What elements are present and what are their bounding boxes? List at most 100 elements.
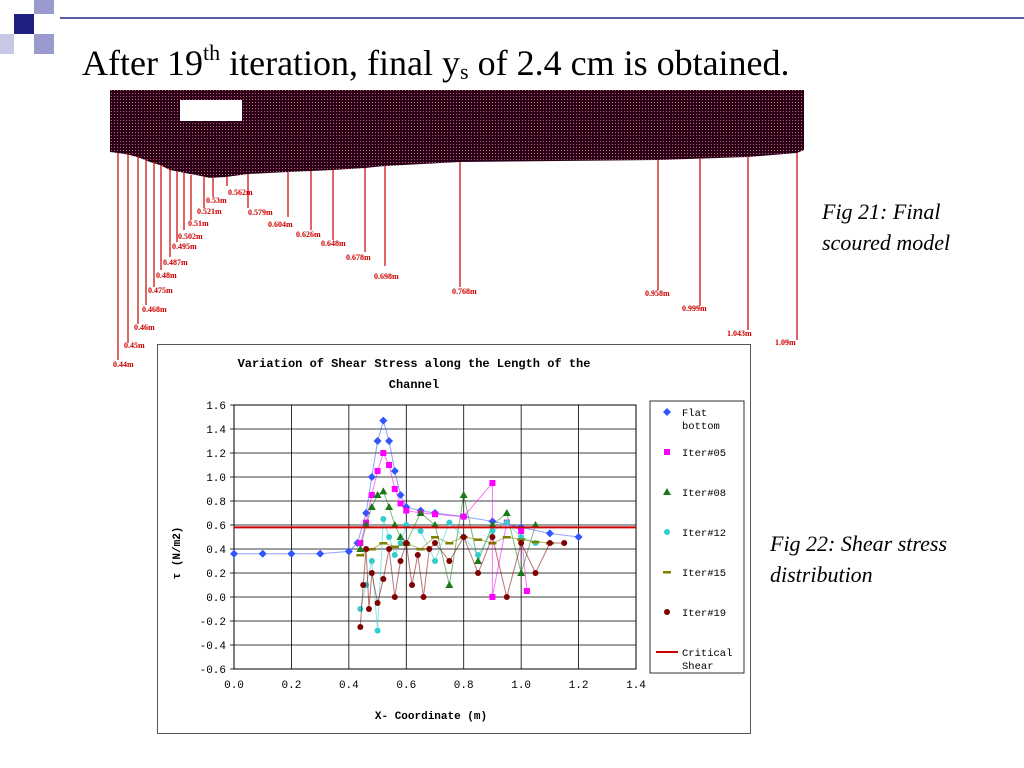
data-point — [374, 468, 381, 474]
data-point — [518, 540, 525, 546]
model-gap — [180, 100, 242, 121]
data-point — [432, 558, 438, 564]
data-point — [517, 569, 526, 576]
fig21-caption: Fig 21: Final scoured model — [822, 196, 950, 258]
data-point — [391, 486, 398, 492]
data-point — [379, 542, 388, 545]
data-point — [431, 521, 439, 528]
data-point — [362, 521, 371, 528]
y-tick-label: 0.4 — [206, 545, 226, 557]
y-tick-label: 0.2 — [206, 569, 226, 581]
data-point — [488, 521, 497, 528]
depth-marker-label: 0.678m — [346, 253, 371, 262]
y-tick-label: 0.0 — [206, 593, 226, 605]
depth-marker-label: 0.999m — [682, 304, 707, 313]
y-tick-label: 1.4 — [206, 425, 226, 437]
data-point — [363, 546, 370, 552]
data-point — [380, 516, 387, 522]
data-point — [360, 582, 367, 588]
data-point — [391, 552, 398, 558]
data-point — [374, 627, 381, 634]
data-point — [502, 536, 511, 539]
depth-marker-label: 0.579m — [248, 208, 273, 217]
data-point — [517, 538, 526, 541]
y-tick-label: -0.4 — [200, 641, 227, 653]
data-point — [518, 528, 525, 534]
header-rule — [60, 17, 1024, 19]
data-point — [357, 606, 364, 612]
legend-label-line2: bottom — [682, 421, 720, 433]
title-part: After 19 — [82, 43, 203, 83]
legend-item: Iter#15 — [663, 568, 726, 580]
x-tick-label: 0.0 — [224, 680, 244, 692]
data-point — [446, 519, 453, 526]
depth-marker-label: 0.698m — [374, 272, 399, 281]
title-subscript: s — [460, 59, 469, 84]
data-point — [386, 462, 393, 468]
plot-series — [230, 416, 636, 634]
data-point — [432, 511, 438, 518]
depth-marker-label: 0.958m — [645, 289, 670, 298]
axis-ticks: 0.0 0.2 0.4 0.6 0.8 1.0 1.2 1.4 1.6 1.4 1.2 1.0 0.8 0… — [200, 401, 647, 692]
data-point — [546, 540, 553, 546]
data-point — [446, 558, 453, 564]
data-point — [374, 600, 381, 606]
series-iter-19 — [357, 534, 568, 630]
data-point — [502, 509, 511, 516]
depth-marker-label: 0.562m — [228, 188, 253, 197]
depth-marker-label: 1.043m — [727, 329, 752, 338]
legend-item: Iter#19 — [664, 608, 726, 620]
caption-line: Fig 22: Shear stress — [770, 531, 948, 556]
data-point — [316, 549, 325, 558]
legend-swatch — [663, 571, 671, 574]
depth-marker-label: 0.44m — [113, 360, 134, 369]
deco-square-light — [34, 34, 54, 54]
depth-marker-label: 0.604m — [268, 220, 293, 229]
chart-canvas: Variation of Shear Stress along the Leng… — [172, 357, 745, 723]
data-point — [417, 528, 424, 534]
x-tick-label: 0.6 — [396, 680, 416, 692]
fig22-caption: Fig 22: Shear stress distribution — [770, 528, 947, 590]
legend-item: Iter#12 — [664, 528, 726, 540]
y-axis-label: τ (N/m2) — [172, 527, 184, 580]
chart-title-line2: Channel — [389, 378, 439, 392]
data-point — [373, 491, 382, 498]
y-tick-label: 1.0 — [206, 473, 226, 485]
data-point — [531, 540, 540, 544]
deco-square-dark — [14, 14, 34, 34]
data-point — [390, 545, 399, 549]
data-point — [403, 507, 410, 514]
data-point — [474, 538, 483, 541]
depth-marker-label: 0.626m — [296, 230, 321, 239]
x-tick-label: 1.2 — [569, 680, 589, 692]
data-point — [503, 594, 510, 600]
data-point — [489, 528, 496, 534]
deco-square-light — [34, 0, 54, 14]
depth-marker-label: 0.53m — [206, 196, 227, 205]
data-point — [386, 534, 393, 540]
data-point — [385, 437, 394, 445]
data-point — [459, 491, 468, 498]
data-point — [367, 503, 376, 510]
x-tick-label: 0.8 — [454, 680, 474, 692]
y-tick-label: -0.6 — [200, 665, 226, 677]
data-point — [475, 552, 482, 558]
legend-swatch — [664, 609, 670, 615]
data-point — [414, 552, 421, 558]
data-point — [532, 570, 539, 576]
legend-item: Iter#05 — [664, 448, 726, 460]
legend-swatch — [663, 408, 671, 416]
data-point — [474, 557, 483, 564]
data-point — [523, 588, 530, 594]
data-point — [574, 533, 583, 541]
data-point — [445, 542, 454, 545]
data-point — [230, 549, 238, 558]
legend-label: Iter#19 — [682, 608, 726, 620]
depth-marker-label: 0.45m — [124, 341, 145, 350]
y-tick-label: 1.2 — [206, 449, 226, 461]
data-point — [460, 513, 467, 520]
legend-label: Iter#12 — [682, 528, 726, 540]
data-point — [385, 503, 394, 510]
